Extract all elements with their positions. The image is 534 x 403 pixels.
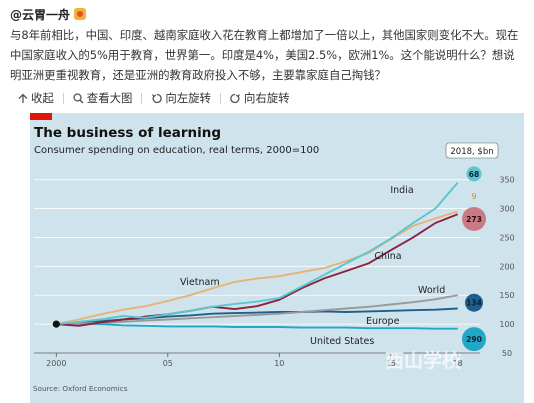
value-badge-circle bbox=[465, 293, 483, 312]
x-tick-label: 2000 bbox=[46, 359, 66, 368]
y-tick-label: 100 bbox=[499, 320, 514, 329]
value-badge-circle bbox=[462, 327, 486, 352]
series-label-united-states: United States bbox=[310, 336, 374, 347]
rotate-right-label: 向右旋转 bbox=[243, 91, 290, 105]
image-toolbar: 收起 查看大图 向左旋转 向右旋转 bbox=[18, 90, 299, 106]
rotate-right-button[interactable]: 向右旋转 bbox=[230, 90, 290, 106]
chart-image[interactable]: The business of learning Consumer spendi… bbox=[30, 113, 524, 403]
x-tick-label: 05 bbox=[163, 359, 173, 368]
collapse-button[interactable]: 收起 bbox=[18, 90, 54, 106]
badge-header-label: 2018, $bn bbox=[450, 147, 493, 157]
divider bbox=[141, 92, 143, 104]
series-line-india bbox=[56, 181, 459, 326]
badge-header-box bbox=[445, 142, 499, 159]
series-line-china bbox=[56, 213, 459, 327]
value-badge-label: 134 bbox=[466, 299, 482, 308]
magnifier-icon bbox=[73, 92, 84, 103]
y-tick-label: 250 bbox=[499, 233, 514, 242]
x-tick-label: 15 bbox=[386, 359, 396, 368]
series-label-india: India bbox=[390, 185, 413, 196]
line-chart: 50 100 150 200 250 300 350 2000 05 10 15 18 India Chi… bbox=[34, 142, 515, 372]
vip-badge-icon bbox=[74, 8, 87, 20]
post-header: @云胃一舟 bbox=[10, 6, 87, 22]
baseline-origin-dot bbox=[52, 320, 60, 328]
rotate-left-icon bbox=[152, 93, 163, 103]
series-label-china: China bbox=[374, 251, 401, 262]
rotate-left-label: 向左旋转 bbox=[165, 91, 211, 105]
y-tick-label: 50 bbox=[502, 349, 512, 358]
view-large-image-label: 查看大图 bbox=[86, 91, 133, 105]
y-tick-label: 200 bbox=[499, 262, 514, 271]
x-tick-label: 18 bbox=[453, 359, 463, 368]
y-tick-label: 150 bbox=[499, 291, 514, 300]
value-badge-label: 9 bbox=[471, 192, 476, 201]
divider bbox=[62, 92, 64, 104]
x-tick-label: 10 bbox=[274, 359, 284, 368]
value-badge-circle bbox=[466, 166, 482, 182]
collapse-arrow-icon bbox=[18, 93, 28, 103]
economist-red-tag bbox=[30, 113, 52, 120]
divider bbox=[219, 92, 221, 104]
y-tick-label: 350 bbox=[499, 176, 514, 185]
value-badge-label: 273 bbox=[466, 215, 482, 224]
chart-subtitle: Consumer spending on education, real ter… bbox=[34, 145, 320, 156]
series-line-vietnam bbox=[56, 210, 458, 326]
value-badge-label: 68 bbox=[469, 170, 479, 179]
series-label-vietnam: Vietnam bbox=[180, 277, 220, 288]
collapse-label: 收起 bbox=[31, 91, 54, 105]
series-line-world bbox=[56, 294, 458, 326]
series-label-world: World bbox=[418, 285, 445, 296]
series-line-united-states bbox=[56, 322, 458, 330]
rotate-right-icon bbox=[230, 93, 240, 103]
rotate-left-button[interactable]: 向左旋转 bbox=[151, 90, 211, 106]
chart-title: The business of learning bbox=[34, 125, 222, 141]
value-badge-circle bbox=[462, 206, 486, 231]
view-large-image-button[interactable]: 查看大图 bbox=[73, 90, 133, 106]
author-name[interactable]: @云胃一舟 bbox=[10, 7, 71, 22]
post-text: 与8年前相比，中国、印度、越南家庭收入花在教育上都增加了一倍以上，其他国家则变化… bbox=[10, 28, 519, 82]
value-badge-label: 290 bbox=[466, 335, 482, 344]
watermark-text: 西山学校 bbox=[385, 349, 462, 372]
series-label-europe: Europe bbox=[366, 316, 400, 327]
chart-source: Source: Oxford Economics bbox=[33, 384, 128, 393]
y-tick-label: 300 bbox=[499, 205, 514, 214]
